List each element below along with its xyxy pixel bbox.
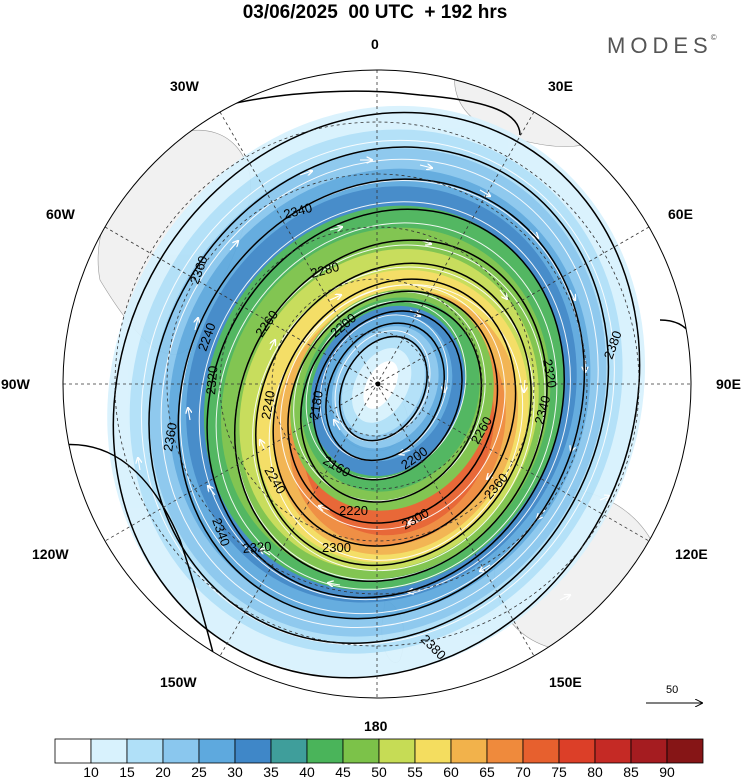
colorbar-tick-label: 75 (551, 764, 567, 780)
contour-label: 2320 (540, 358, 560, 389)
contour-label: 2260 (468, 414, 495, 447)
colorbar-tick-label: 60 (443, 764, 459, 780)
colorbar-tick-label: 40 (299, 764, 315, 780)
colorbar-tick-label: 30 (227, 764, 243, 780)
contour-2380 (112, 111, 641, 679)
contour-label: 2320 (203, 365, 220, 395)
brand-logo: MODES© (607, 33, 717, 59)
colorbar (54, 738, 704, 764)
colorbar-tick-label: 35 (263, 764, 279, 780)
contour-2340 (177, 178, 586, 620)
copyright-mark: © (710, 33, 717, 42)
contour-label: 2160 (321, 453, 354, 480)
colorbar-swatch (486, 738, 524, 764)
contour-2240 (287, 290, 499, 524)
colorbar-tick-label: 55 (407, 764, 423, 780)
colorbar-swatch (234, 738, 272, 764)
contour-2260 (272, 278, 517, 547)
contour-label: 2240 (195, 321, 219, 353)
contour-label: 2360 (160, 421, 180, 452)
contour-label: 2380 (601, 329, 625, 361)
contour-2200 (312, 310, 463, 481)
lon-label-0: 0 (371, 36, 379, 52)
lon-label-120w: 120W (32, 546, 69, 562)
contour-label: 2200 (327, 310, 359, 340)
colorbar-swatch (450, 738, 488, 764)
contour-label: 2340 (209, 516, 233, 548)
wind-speed-field (63, 70, 691, 698)
colorbar-tick-label: 20 (155, 764, 171, 780)
contour-2180 (325, 322, 445, 462)
contour-label: 2360 (481, 470, 511, 502)
colorbar-tick-label: 25 (191, 764, 207, 780)
contour-label: 2300 (399, 505, 432, 532)
colorbar-swatch (306, 738, 344, 764)
map-boundary (62, 69, 692, 699)
lon-label-90e: 90E (716, 376, 741, 392)
colorbar-tick-label: 15 (119, 764, 135, 780)
lon-label-150e: 150E (549, 674, 582, 690)
colorbar-swatch (630, 738, 668, 764)
colorbar-swatch (198, 738, 236, 764)
lon-label-60e: 60E (668, 206, 693, 222)
contour-label: 2280 (309, 259, 341, 281)
colorbar-tick-label: 85 (623, 764, 639, 780)
lon-label-180: 180 (364, 718, 388, 734)
contour-label: 2340 (282, 200, 314, 222)
colorbar-swatch (342, 738, 380, 764)
reference-vector-arrow-icon (646, 696, 710, 710)
contour-label: 2300 (322, 540, 351, 555)
contour-2300 (233, 239, 548, 583)
brand-text: MODES (607, 33, 713, 58)
colorbar-tick-label: 70 (515, 764, 531, 780)
colorbar-tick-label: 50 (371, 764, 387, 780)
colorbar-tick-label: 80 (587, 764, 603, 780)
lon-label-60w: 60W (46, 206, 75, 222)
contour-2360 (148, 146, 610, 645)
colorbar-swatch (90, 738, 128, 764)
lon-label-120e: 120E (675, 546, 708, 562)
lon-label-150w: 150W (160, 674, 197, 690)
pole-marker (375, 381, 381, 387)
map-title: 03/06/2025 00 UTC + 192 hrs (242, 2, 508, 23)
contour-2320 (206, 208, 565, 599)
contour-label: 2260 (252, 307, 281, 339)
contour-label: 2340 (531, 394, 553, 426)
reference-vector-label: 50 (666, 684, 679, 696)
colorbar-swatch (666, 738, 704, 764)
contour-outer-west (63, 443, 221, 681)
colorbar-swatch (270, 738, 308, 764)
contour-2160 (338, 335, 428, 442)
contour-label: 2220 (339, 503, 368, 518)
contour-label: 2380 (418, 632, 449, 663)
contour-label: 2240 (261, 464, 288, 497)
contour-label: 2320 (242, 539, 272, 556)
colorbar-swatch (378, 738, 416, 764)
colorbar-tick-label: 45 (335, 764, 351, 780)
colorbar-swatch (558, 738, 596, 764)
colorbar-swatch (594, 738, 632, 764)
contour-label: 2240 (258, 389, 278, 420)
colorbar-swatch (126, 738, 164, 764)
colorbar-swatch (162, 738, 200, 764)
colorbar-tick-label: 65 (479, 764, 495, 780)
contour-label: 2360 (187, 254, 211, 286)
lon-label-90w: 90W (1, 376, 30, 392)
contour-2220 (300, 300, 483, 503)
colorbar-swatch (414, 738, 452, 764)
contour-label: 2180 (306, 389, 326, 420)
colorbar-tick-label: 10 (83, 764, 99, 780)
lon-label-30w: 30W (170, 78, 199, 94)
colorbar-swatch (54, 738, 92, 764)
lon-label-30e: 30E (548, 78, 573, 94)
contour-label: 2200 (398, 444, 430, 473)
colorbar-tick-label: 90 (659, 764, 675, 780)
colorbar-swatch (522, 738, 560, 764)
